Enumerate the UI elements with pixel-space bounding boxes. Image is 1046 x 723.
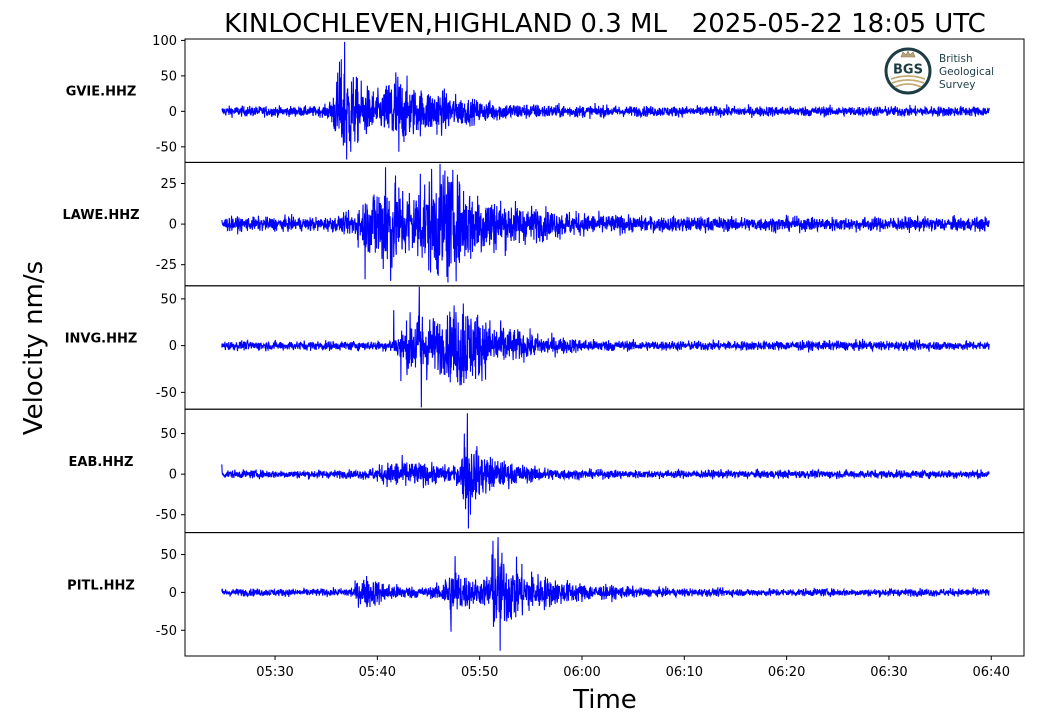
bgs-logo-abbr: BGS: [893, 63, 923, 78]
y-tick-label: 50: [160, 427, 177, 442]
y-tick-label: 50: [160, 69, 177, 84]
x-tick-label: 05:50: [461, 665, 498, 680]
x-tick-label: 05:40: [359, 665, 396, 680]
station-label: GVIE.HHZ: [66, 85, 137, 100]
waveform-line: [221, 286, 990, 408]
y-axis-label: Velocity nm/s: [19, 261, 49, 435]
panel-frame: [184, 532, 1025, 657]
y-tick-label: 0: [169, 339, 177, 354]
station-panel-lawe-hhz: 25 0 -25 LAWE.HHZ: [62, 161, 1025, 287]
bgs-logo-crown-icon: [900, 50, 916, 58]
y-tick-label: -50: [156, 386, 177, 401]
panel-frame: [184, 408, 1025, 534]
y-tick-label: -50: [156, 624, 177, 639]
x-axis-label: Time: [572, 685, 637, 715]
station-label: INVG.HHZ: [65, 332, 138, 347]
y-tick-label: -50: [156, 508, 177, 523]
y-tick-label: 0: [169, 468, 177, 483]
station-panel-eab-hhz: 50 0 -50 EAB.HHZ: [69, 408, 1025, 534]
station-label: PITL.HHZ: [67, 578, 135, 593]
x-tick-label: 06:10: [666, 665, 703, 680]
y-tick-label: 50: [160, 292, 177, 307]
station-panels: 100 50 0 -50 GVIE.HHZ 25 0 -25 LAWE.HHZ 50 0 -50 INV…: [62, 34, 1025, 657]
bgs-logo-line-3: Survey: [939, 79, 976, 91]
station-label: EAB.HHZ: [69, 455, 134, 470]
x-tick-label: 06:40: [973, 665, 1010, 680]
station-panel-pitl-hhz: 50 0 -50 PITL.HHZ: [67, 532, 1025, 657]
y-tick-label: 0: [169, 586, 177, 601]
y-tick-label: 0: [169, 105, 177, 120]
y-tick-label: 50: [160, 548, 177, 563]
x-tick-label: 06:00: [563, 665, 600, 680]
waveform-line: [221, 164, 990, 283]
bgs-logo-strata-icon: [890, 75, 926, 88]
x-tick-label: 06:20: [768, 665, 805, 680]
y-tick-label: 0: [169, 218, 177, 233]
x-tick-label: 05:30: [256, 665, 293, 680]
x-tick-label: 06:30: [870, 665, 907, 680]
station-panel-invg-hhz: 50 0 -50 INVG.HHZ: [65, 285, 1025, 410]
y-tick-label: -25: [156, 258, 177, 273]
bgs-logo: BGS British Geological Survey: [884, 47, 994, 95]
y-tick-label: -50: [156, 140, 177, 155]
time-axis: 05:30 05:40 05:50 06:00 06:10 06:20 06:30 06:40: [256, 656, 1010, 680]
y-tick-label: 100: [152, 34, 177, 49]
y-tick-label: 25: [160, 177, 177, 192]
waveform-line: [221, 537, 990, 651]
bgs-logo-line-2: Geological: [939, 66, 994, 78]
station-panel-gvie-hhz: 100 50 0 -50 GVIE.HHZ: [66, 34, 1025, 163]
station-label: LAWE.HHZ: [62, 208, 139, 223]
chart-title: KINLOCHLEVEN,HIGHLAND 0.3 ML 2025-05-22 …: [224, 9, 986, 39]
waveform-line: [221, 41, 990, 160]
bgs-logo-line-1: British: [939, 53, 973, 65]
waveform-line: [221, 413, 990, 529]
